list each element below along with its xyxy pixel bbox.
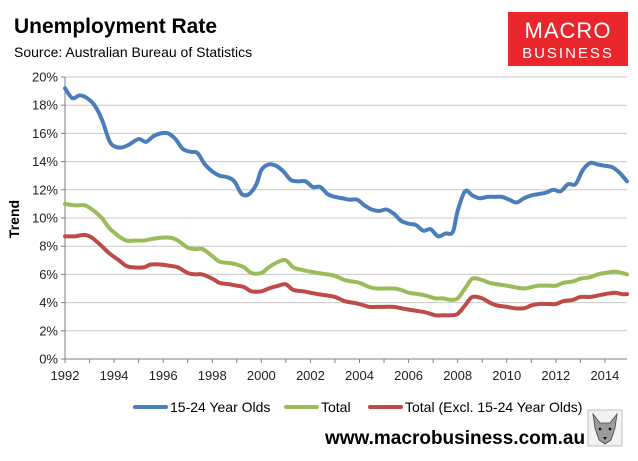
series-line-youth [63, 86, 629, 239]
logo-line-business: BUSINESS [522, 45, 614, 62]
series-lines [63, 86, 629, 318]
website-url: www.macrobusiness.com.au [324, 428, 585, 449]
x-tick-label: 2008 [443, 368, 472, 383]
x-tick-label: 2014 [590, 368, 619, 383]
legend-label-excl: Total (Excl. 15-24 Year Olds) [405, 399, 582, 415]
x-tick-label: 2010 [492, 368, 521, 383]
x-tick-label: 1992 [51, 368, 80, 383]
legend-label-youth: 15-24 Year Olds [170, 399, 270, 415]
y-axis-label: Trend [6, 200, 22, 238]
macrobusiness-logo: MACRO BUSINESS [508, 12, 628, 66]
x-tick-label: 1998 [198, 368, 227, 383]
y-tick-label: 16% [32, 126, 58, 141]
x-axis-ticks: 1992 1994 1996 1998 2000 2002 2004 2006 2008 2010… [51, 359, 619, 383]
x-tick-label: 2006 [394, 368, 423, 383]
x-tick-label: 1996 [149, 368, 178, 383]
logo-background [508, 12, 628, 66]
gridlines [65, 76, 627, 332]
y-axis-ticks: 0% 2% 4% 6% 8% 10% 12% 14% 16% 18% 20% [32, 70, 65, 367]
y-tick-label: 0% [39, 352, 58, 367]
chart-subtitle: Source: Australian Bureau of Statistics [14, 44, 252, 60]
x-tick-label: 2012 [541, 368, 570, 383]
y-tick-label: 2% [39, 323, 58, 338]
x-tick-label: 2004 [345, 368, 374, 383]
x-tick-label: 2002 [296, 368, 325, 383]
legend: 15-24 Year Olds Total Total (Excl. 15-24… [133, 399, 582, 415]
series-line-total [63, 201, 629, 302]
y-tick-label: 12% [32, 182, 58, 197]
series-line-excl [63, 232, 629, 318]
y-tick-label: 18% [32, 98, 58, 113]
y-tick-label: 14% [32, 154, 58, 169]
y-tick-label: 6% [39, 267, 58, 282]
wolf-logo-icon [587, 409, 623, 447]
x-tick-label: 2000 [247, 368, 276, 383]
y-tick-label: 4% [39, 295, 58, 310]
y-tick-label: 8% [39, 239, 58, 254]
legend-label-total: Total [321, 399, 351, 415]
chart-title: Unemployment Rate [14, 15, 217, 38]
y-tick-label: 20% [32, 70, 58, 85]
x-tick-label: 1994 [100, 368, 129, 383]
logo-line-macro: MACRO [525, 18, 612, 43]
y-tick-label: 10% [32, 211, 58, 226]
